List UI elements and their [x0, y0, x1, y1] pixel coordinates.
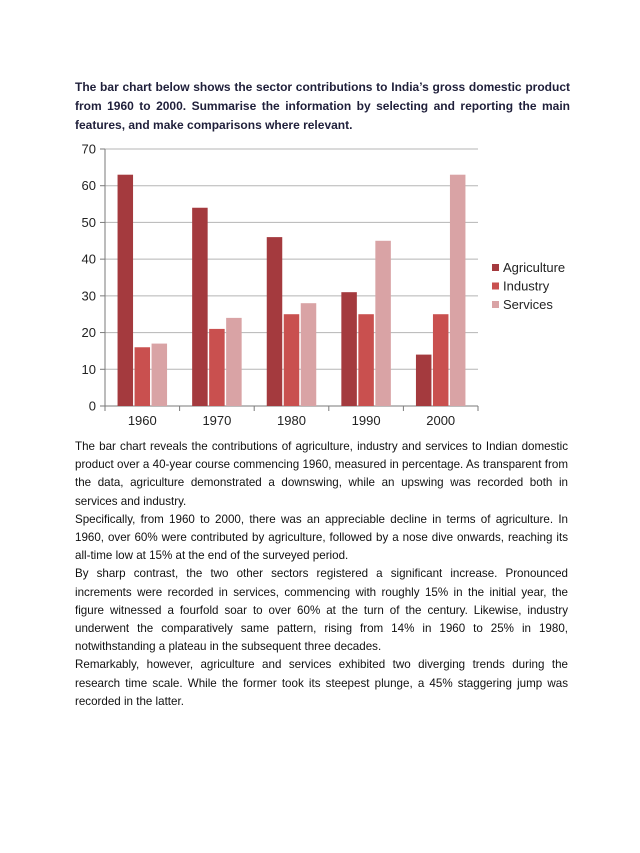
- legend-label-services: Services: [503, 297, 553, 312]
- task-prompt: The bar chart below shows the sector con…: [75, 80, 570, 132]
- essay-paragraph-4: Remarkably, however, agriculture and ser…: [75, 658, 568, 708]
- essay-paragraph-1: The bar chart reveals the contributions …: [75, 440, 568, 508]
- legend-swatch-services: [492, 301, 499, 308]
- y-tick-label: 70: [82, 142, 96, 157]
- x-tick-label: 1970: [202, 413, 231, 428]
- bar-industry-1960: [134, 347, 151, 406]
- y-tick-label: 40: [82, 252, 96, 267]
- bar-agriculture-1960: [117, 174, 134, 406]
- bar-industry-1980: [283, 314, 300, 406]
- essay-paragraph-2: Specifically, from 1960 to 2000, there w…: [75, 512, 568, 563]
- essay-paragraph-3: By sharp contrast, the two other sectors…: [75, 567, 568, 654]
- x-tick-label: 1980: [277, 413, 306, 428]
- x-tick-label: 2000: [426, 413, 455, 428]
- bar-chart-svg: 0 10 20 30 40 50 60 70 1960 1970 1980 1990 2000 Agric…: [82, 142, 566, 429]
- x-tick-label: 1960: [128, 413, 157, 428]
- legend-label-industry: Industry: [503, 279, 550, 294]
- bar-industry-1970: [209, 328, 225, 406]
- bar-services-1990: [375, 240, 391, 406]
- y-tick-label: 20: [82, 325, 96, 340]
- y-tick-label: 0: [89, 399, 96, 414]
- legend-swatch-industry: [492, 282, 499, 290]
- bar-services-2000: [449, 174, 466, 406]
- y-tick-label: 60: [82, 178, 96, 193]
- bar-services-1960: [151, 343, 168, 406]
- legend-swatch-agriculture: [492, 264, 499, 271]
- bar-agriculture-2000: [415, 354, 432, 406]
- bar-agriculture-1970: [192, 207, 208, 406]
- x-tick-label: 1990: [352, 413, 381, 428]
- bar-services-1970: [226, 317, 242, 406]
- y-tick-label: 30: [82, 288, 96, 303]
- y-tick-label: 50: [82, 215, 96, 230]
- y-tick-label: 10: [82, 362, 96, 377]
- legend-label-agriculture: Agriculture: [503, 260, 565, 275]
- bar-agriculture-1990: [341, 292, 357, 406]
- essay-body: The bar chart reveals the contributions …: [75, 438, 568, 711]
- bar-services-1980: [300, 303, 317, 406]
- bar-chart: 0 10 20 30 40 50 60 70 1960 1970 1980 1990 2000 Agric…: [60, 140, 580, 430]
- bar-industry-1990: [358, 314, 374, 406]
- bar-industry-2000: [432, 314, 449, 406]
- bar-agriculture-1980: [266, 237, 283, 406]
